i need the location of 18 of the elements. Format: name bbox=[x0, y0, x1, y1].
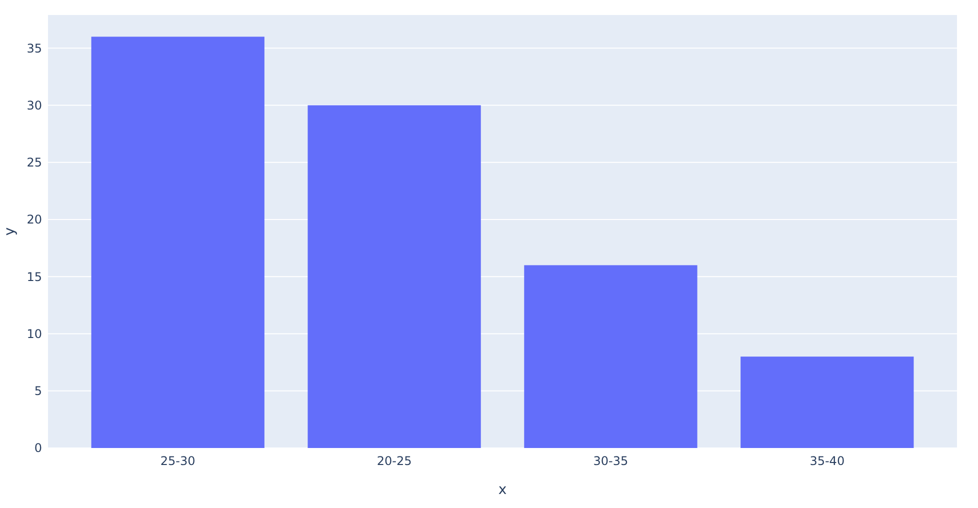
y-tick-label: 10 bbox=[26, 326, 42, 341]
x-axis-title: x bbox=[498, 482, 507, 498]
y-tick-label: 5 bbox=[34, 384, 42, 398]
y-tick-label: 15 bbox=[26, 270, 42, 284]
bar bbox=[740, 356, 914, 448]
y-tick-label: 30 bbox=[26, 98, 42, 112]
y-tick-label: 20 bbox=[26, 212, 42, 227]
x-tick-label: 25-30 bbox=[160, 454, 196, 468]
y-axis-title: y bbox=[2, 227, 18, 236]
bar bbox=[524, 265, 698, 448]
y-tick-label: 0 bbox=[34, 441, 42, 456]
x-tick-label: 20-25 bbox=[376, 454, 412, 468]
y-tick-label: 35 bbox=[26, 41, 42, 56]
x-tick-label: 30-35 bbox=[593, 454, 628, 468]
y-tick-label: 25 bbox=[26, 156, 42, 170]
bar bbox=[308, 105, 481, 448]
bar bbox=[91, 36, 264, 448]
x-tick-label: 35-40 bbox=[810, 454, 845, 468]
